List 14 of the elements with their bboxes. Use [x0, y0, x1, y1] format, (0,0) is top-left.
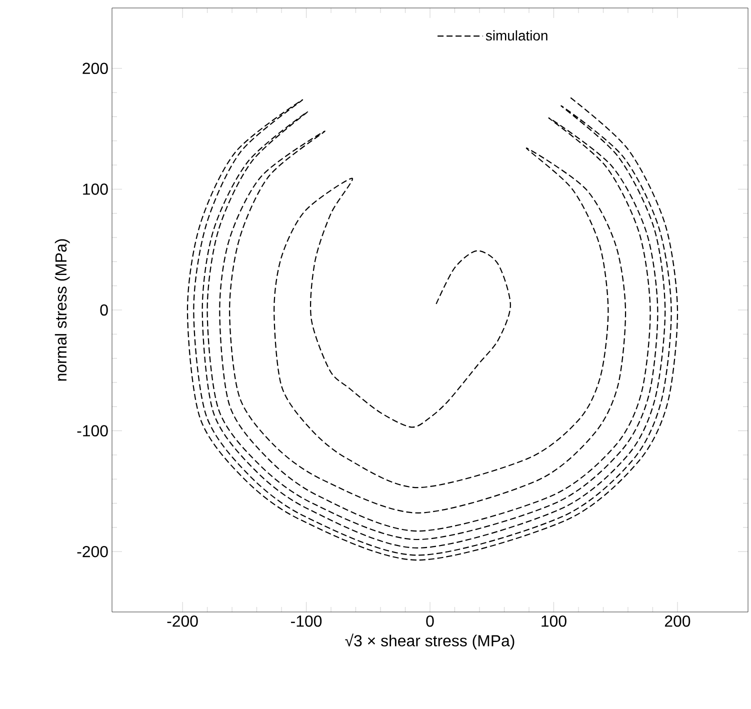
- x-tick-label: -100: [291, 616, 322, 627]
- x-axis-title: √3 × shear stress (MPa): [345, 634, 514, 650]
- x-tick-label: -200: [167, 616, 198, 627]
- x-tick-label: 100: [542, 616, 566, 627]
- line-series: [186, 96, 678, 561]
- y-tick-label: -100: [77, 425, 108, 436]
- x-tick-label: 200: [664, 616, 690, 627]
- y-tick-label: 0: [100, 304, 108, 316]
- y-axis-title: normal stress (MPa): [54, 239, 70, 381]
- y-tick-label: 200: [82, 62, 108, 74]
- y-tick-label: -200: [77, 546, 108, 558]
- legend-label: simulation: [486, 30, 548, 41]
- x-tick-label: 0: [426, 616, 434, 627]
- y-tick-label: 100: [83, 184, 108, 195]
